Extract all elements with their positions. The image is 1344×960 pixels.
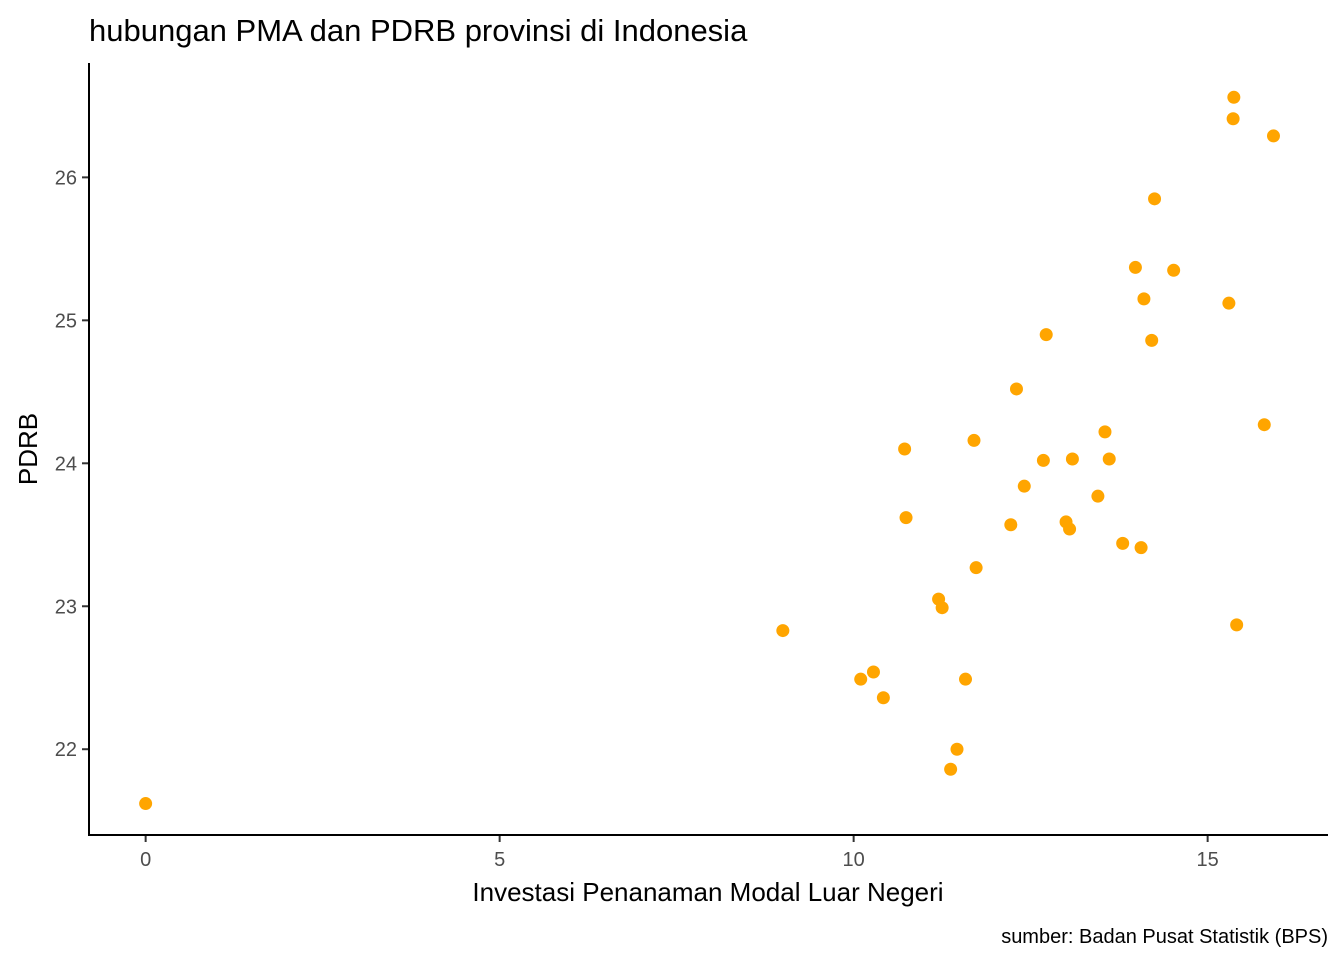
y-axis-title: PDRB: [13, 413, 43, 485]
data-point: [898, 442, 912, 456]
data-point: [776, 624, 790, 638]
data-point: [935, 601, 949, 615]
data-point: [1065, 452, 1079, 466]
y-tick-label: 22: [55, 739, 77, 761]
data-point: [1145, 333, 1159, 347]
data-point: [1091, 489, 1105, 503]
data-point: [1004, 518, 1018, 532]
data-point: [967, 433, 981, 447]
data-point: [1039, 328, 1053, 342]
y-tick-label: 25: [55, 310, 77, 332]
data-point: [1036, 453, 1050, 467]
data-point: [959, 672, 973, 686]
x-tick-label: 10: [843, 849, 865, 871]
data-point: [1222, 296, 1236, 310]
data-point: [944, 762, 958, 776]
x-axis-title: Investasi Penanaman Modal Luar Negeri: [472, 877, 943, 907]
data-point: [1116, 536, 1130, 550]
x-tick-label: 15: [1197, 849, 1219, 871]
data-point: [1257, 418, 1271, 432]
data-point: [950, 742, 964, 756]
data-point: [1017, 479, 1031, 493]
data-point: [1137, 292, 1151, 306]
data-point: [866, 665, 880, 679]
data-point: [969, 561, 983, 575]
data-point: [1266, 129, 1280, 143]
data-point: [1009, 382, 1023, 396]
data-point: [1226, 112, 1240, 126]
y-axis-ticks: 22 23 24 25 26: [55, 167, 89, 761]
data-point: [1102, 452, 1116, 466]
data-points: [139, 90, 1280, 811]
data-point: [139, 797, 153, 811]
x-tick-label: 5: [494, 849, 505, 871]
data-point: [854, 672, 868, 686]
data-point: [876, 691, 890, 705]
data-point: [1148, 192, 1162, 206]
data-point: [1230, 618, 1244, 632]
data-point: [899, 511, 913, 525]
y-tick-label: 26: [55, 167, 77, 189]
x-axis-ticks: 0 5 10 15: [140, 835, 1219, 871]
x-tick-label: 0: [140, 849, 151, 871]
y-tick-label: 24: [55, 453, 77, 475]
y-tick-label: 23: [55, 596, 77, 618]
data-point: [1063, 522, 1077, 536]
chart-caption: sumber: Badan Pusat Statistik (BPS): [1001, 926, 1328, 948]
data-point: [1227, 90, 1241, 104]
data-point: [1128, 260, 1142, 274]
data-point: [1134, 541, 1148, 555]
data-point: [1098, 425, 1112, 439]
data-point: [1167, 263, 1181, 277]
chart-title: hubungan PMA dan PDRB provinsi di Indone…: [89, 13, 748, 48]
